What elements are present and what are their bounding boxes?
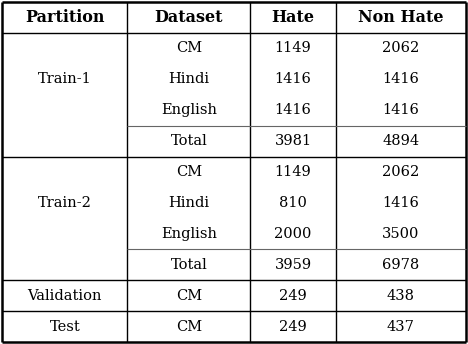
Text: Train-2: Train-2 <box>38 196 92 210</box>
Text: 249: 249 <box>279 320 307 334</box>
Text: 1416: 1416 <box>382 103 419 117</box>
Text: 1416: 1416 <box>382 196 419 210</box>
Text: CM: CM <box>176 41 202 55</box>
Text: Test: Test <box>50 320 80 334</box>
Text: 249: 249 <box>279 289 307 303</box>
Text: 2062: 2062 <box>382 165 419 179</box>
Text: 1149: 1149 <box>275 41 311 55</box>
Text: 2000: 2000 <box>274 227 312 241</box>
Text: CM: CM <box>176 289 202 303</box>
Text: Partition: Partition <box>25 9 105 26</box>
Text: Validation: Validation <box>28 289 102 303</box>
Text: 1149: 1149 <box>275 165 311 179</box>
Text: CM: CM <box>176 165 202 179</box>
Text: 3500: 3500 <box>382 227 419 241</box>
Text: 438: 438 <box>387 289 415 303</box>
Text: Non Hate: Non Hate <box>358 9 444 26</box>
Text: Dataset: Dataset <box>154 9 223 26</box>
Text: 810: 810 <box>279 196 307 210</box>
Text: Hate: Hate <box>271 9 314 26</box>
Text: CM: CM <box>176 320 202 334</box>
Text: English: English <box>161 227 217 241</box>
Text: 1416: 1416 <box>275 72 312 86</box>
Text: Hindi: Hindi <box>168 196 209 210</box>
Text: 2062: 2062 <box>382 41 419 55</box>
Text: 437: 437 <box>387 320 415 334</box>
Text: 1416: 1416 <box>382 72 419 86</box>
Text: 3981: 3981 <box>275 134 312 148</box>
Text: 3959: 3959 <box>275 258 312 272</box>
Text: Hindi: Hindi <box>168 72 209 86</box>
Text: 1416: 1416 <box>275 103 312 117</box>
Text: Total: Total <box>170 258 207 272</box>
Text: Train-1: Train-1 <box>38 72 92 86</box>
Text: English: English <box>161 103 217 117</box>
Text: 6978: 6978 <box>382 258 419 272</box>
Text: 4894: 4894 <box>382 134 419 148</box>
Text: Total: Total <box>170 134 207 148</box>
